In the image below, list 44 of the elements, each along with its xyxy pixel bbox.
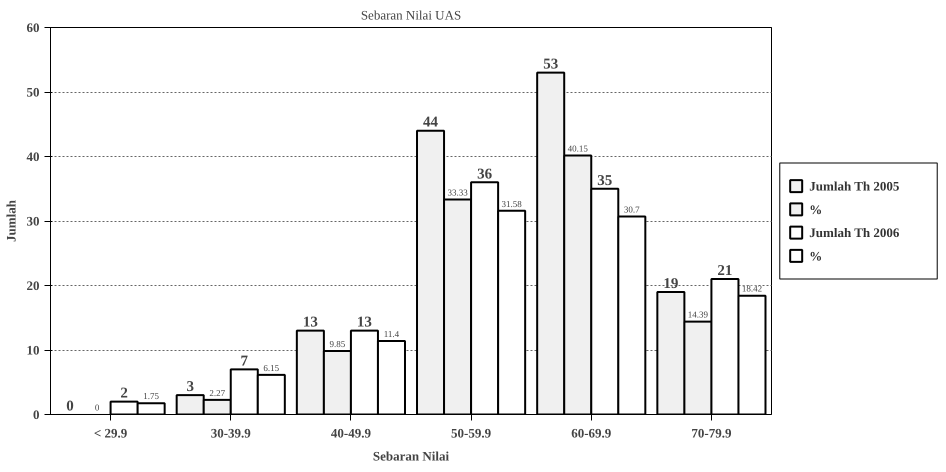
data-label: 35 bbox=[597, 172, 612, 189]
x-tick-label: 50-59.9 bbox=[451, 426, 492, 440]
data-label: 40.15 bbox=[568, 144, 588, 154]
data-label: 3 bbox=[186, 379, 194, 396]
data-label: 7 bbox=[240, 353, 249, 370]
data-label: 18.42 bbox=[742, 284, 762, 294]
data-label: 36 bbox=[477, 166, 493, 182]
y-axis-title: Jumlah bbox=[4, 199, 18, 242]
x-axis-title: Sebaran Nilai bbox=[372, 448, 450, 464]
y-tick-label: 50 bbox=[26, 84, 40, 100]
data-label: 19 bbox=[663, 276, 678, 292]
legend-label: Jumlah Th 2006 bbox=[809, 225, 900, 240]
x-tick-label: 70-79.9 bbox=[691, 426, 732, 440]
data-label: 0 bbox=[94, 402, 100, 412]
x-tick-label: 30-39.9 bbox=[210, 426, 252, 440]
data-label: 0 bbox=[66, 398, 74, 414]
legend-label: % bbox=[809, 202, 822, 217]
data-label: 31.58 bbox=[502, 198, 522, 209]
data-label: 13 bbox=[302, 314, 318, 331]
data-label: 6.15 bbox=[263, 362, 280, 373]
x-tick-label: 40-49.9 bbox=[330, 426, 372, 440]
y-tick-label: 40 bbox=[26, 149, 40, 164]
data-label: 33.33 bbox=[447, 188, 468, 198]
data-label: 30.7 bbox=[624, 204, 640, 214]
y-tick-label: 0 bbox=[33, 407, 40, 422]
data-label: 44 bbox=[423, 114, 439, 131]
y-tick-label: 10 bbox=[26, 342, 40, 358]
data-label: 14.39 bbox=[688, 310, 709, 320]
chart-title: Sebaran Nilai UAS bbox=[360, 8, 462, 22]
data-label: 13 bbox=[356, 314, 372, 331]
data-label: 1.75 bbox=[143, 391, 160, 402]
data-label: 2 bbox=[120, 386, 128, 402]
y-tick-label: 20 bbox=[26, 278, 40, 293]
y-tick-label: 60 bbox=[26, 20, 40, 35]
y-tick-label: 30 bbox=[26, 214, 40, 228]
x-tick-label: < 29.9 bbox=[94, 426, 128, 440]
data-label: 53 bbox=[543, 56, 558, 73]
legend-label: Jumlah Th 2005 bbox=[809, 178, 900, 194]
data-label: 2.27 bbox=[209, 388, 226, 398]
legend-label: % bbox=[809, 248, 822, 264]
data-label: 21 bbox=[717, 263, 732, 280]
data-label: 11.4 bbox=[384, 328, 400, 339]
data-label: 9.85 bbox=[330, 338, 346, 349]
x-tick-label: 60-69.9 bbox=[571, 426, 612, 440]
